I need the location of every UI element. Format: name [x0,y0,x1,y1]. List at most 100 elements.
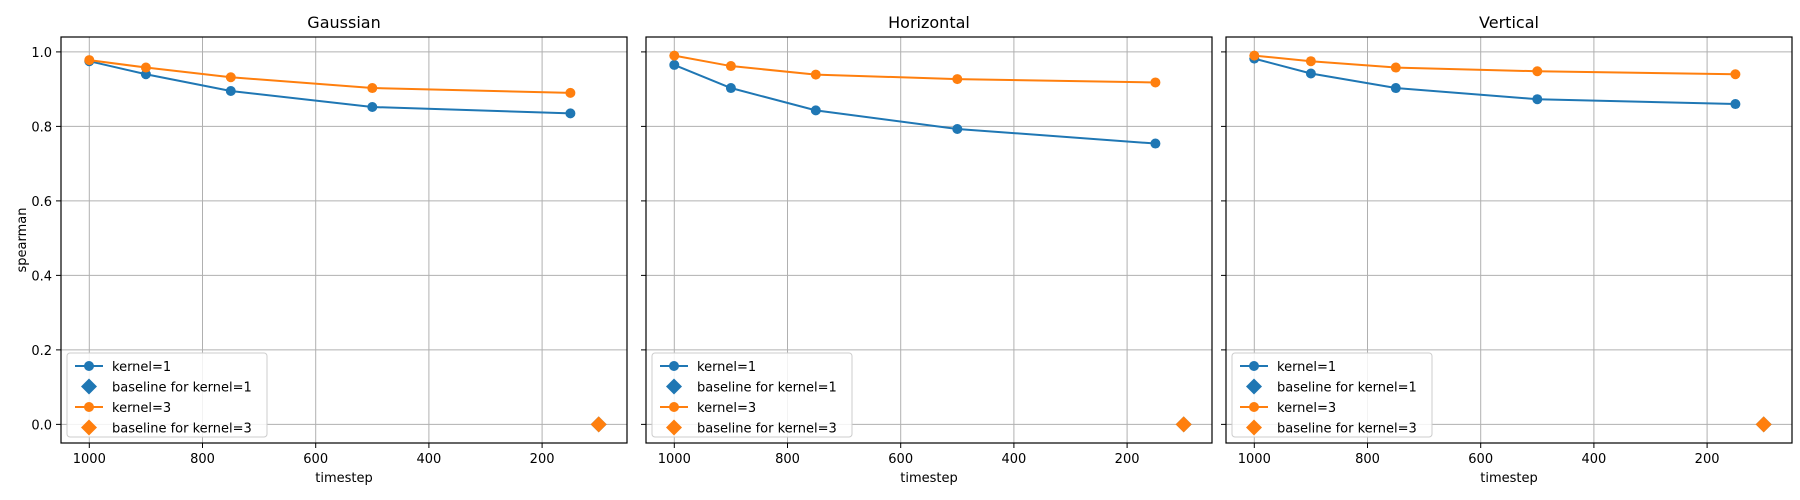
x-tick-label: 800 [775,452,800,467]
y-tick-label: 0.2 [31,344,52,359]
y-tick-label: 1.0 [31,46,52,61]
x-tick-label: 200 [530,452,555,467]
legend-label: kernel=1 [1277,360,1336,375]
subplot-vertical: 1000 800 600 400 200 Vertical timestep kernel=1… [1221,13,1793,486]
data-point [1532,66,1543,77]
x-tick-label: 400 [1581,452,1606,467]
data-point [1390,62,1401,73]
data-point [1305,56,1316,67]
series-line [673,64,1156,145]
y-axis-label: spearman [15,208,30,273]
x-tick-label: 600 [1468,452,1493,467]
data-point [669,59,680,70]
legend-label: kernel=3 [112,401,171,416]
legend-label: baseline for kernel=1 [1277,381,1417,396]
data-point [1730,99,1741,110]
legend-marker [669,361,679,371]
legend-marker [81,378,97,395]
legend-label: baseline for kernel=1 [697,381,837,396]
legend-marker [1249,361,1259,371]
plot-frame [645,36,1213,444]
legend: kernel=1 baseline for kernel=1 kernel=3 bas… [66,352,268,438]
data-point [952,74,963,85]
data-point [1150,77,1161,88]
data-point [565,87,576,98]
series-baseline-for-kernel-3 [590,416,607,433]
plot-frame [60,36,628,444]
data-point [725,83,736,94]
data-point [565,108,576,119]
legend-box [651,352,853,438]
legend-label: baseline for kernel=3 [1277,422,1417,437]
baseline-point [1755,416,1772,433]
data-point [84,55,95,66]
legend-label: baseline for kernel=3 [697,422,837,437]
y-tick-label: 0.8 [31,120,52,135]
subplot-title: Gaussian [307,13,380,32]
y-tick-label: 0.0 [31,418,52,433]
legend-box [1231,352,1433,438]
legend-label: kernel=3 [697,401,756,416]
y-tick-label: 0.6 [31,195,52,210]
subplot-title: Vertical [1479,13,1539,32]
subplot-horizontal: 1000 800 600 400 200 Horizontal timestep kernel… [641,13,1213,486]
data-point [1390,83,1401,94]
series-kernel-3 [84,55,576,98]
x-tick-label: 1000 [658,452,691,467]
subplot-title: Horizontal [888,13,970,32]
data-point [1150,138,1161,149]
legend: kernel=1 baseline for kernel=1 kernel=3 bas… [1231,352,1433,438]
x-tick-label: 1000 [1238,452,1271,467]
series-baseline-for-kernel-3 [1175,416,1192,433]
legend-label: kernel=1 [697,360,756,375]
data-point [140,62,151,73]
legend-label: kernel=1 [112,360,171,375]
series-baseline-for-kernel-3 [1755,416,1772,433]
series-line [1254,54,1736,76]
x-tick-label: 400 [416,452,441,467]
legend-marker [666,419,682,436]
series-line [1254,57,1736,106]
series-kernel-3 [1249,50,1741,80]
legend-label: kernel=3 [1277,401,1336,416]
series-kernel-1 [1249,53,1741,110]
legend-marker [666,378,682,395]
data-point [669,50,680,61]
legend-marker [1249,402,1259,412]
x-tick-label: 200 [1115,452,1140,467]
series-line [674,54,1156,84]
baseline-point [1175,416,1192,433]
legend-marker [1246,378,1262,395]
baseline-point [590,416,607,433]
legend: kernel=1 baseline for kernel=1 kernel=3 bas… [651,352,853,438]
legend-marker [84,361,94,371]
data-point [810,69,821,80]
x-tick-label: 800 [190,452,215,467]
series-kernel-3 [669,50,1161,88]
x-axis-label: timestep [315,471,373,486]
data-point [367,83,378,94]
subplot-gaussian: 1000 800 600 400 200 0.0 0.2 0.4 0.6 0.8 1.0 Gaussi… [15,13,628,486]
legend-marker [1246,419,1262,436]
data-point [367,102,378,113]
data-point [952,124,963,135]
x-axis-label: timestep [1480,471,1538,486]
plot-frame [1225,36,1793,444]
series-kernel-1 [84,56,576,119]
legend-marker [669,402,679,412]
x-axis-label: timestep [900,471,958,486]
data-point [1532,94,1543,105]
x-tick-label: 1000 [73,452,106,467]
data-point [725,61,736,72]
y-tick-label: 0.4 [31,269,52,284]
legend-marker [84,402,94,412]
data-point [1730,69,1741,80]
legend-label: baseline for kernel=1 [112,381,252,396]
x-tick-label: 200 [1695,452,1720,467]
legend-label: baseline for kernel=3 [112,422,252,437]
x-tick-label: 400 [1001,452,1026,467]
x-tick-label: 600 [888,452,913,467]
data-point [225,86,236,97]
data-point [810,105,821,116]
